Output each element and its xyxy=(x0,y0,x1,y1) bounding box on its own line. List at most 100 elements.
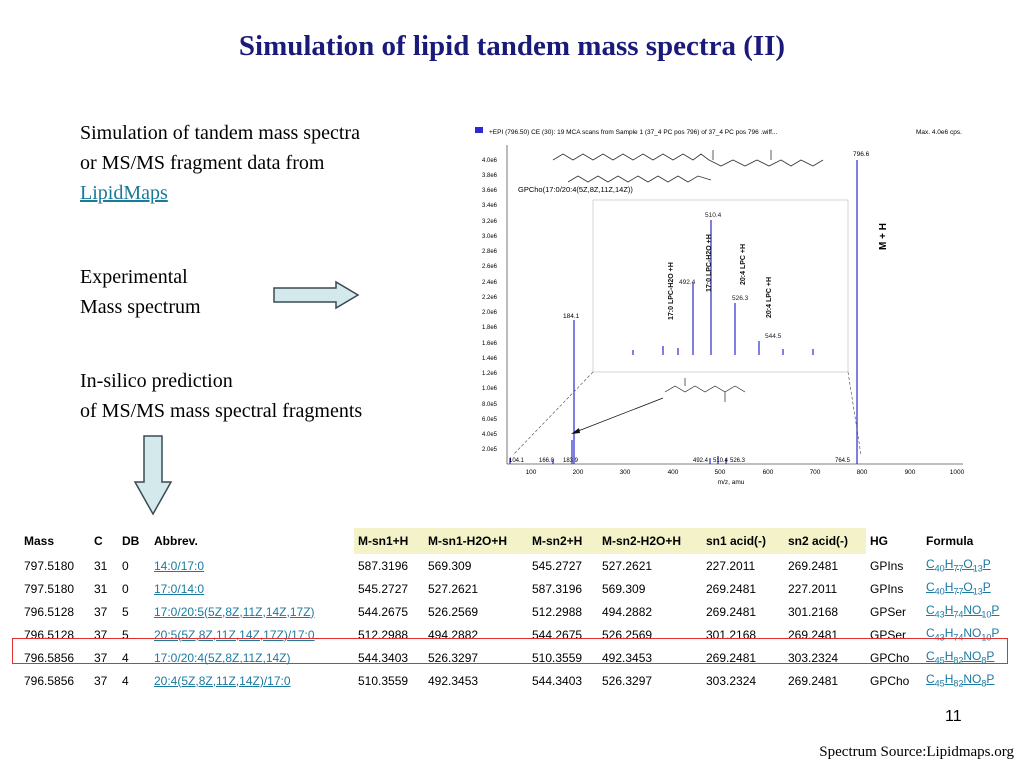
molecule-structure-icon xyxy=(552,150,824,183)
cell-msn2-h2o: 527.2621 xyxy=(602,558,653,573)
table-header: M-sn1+H xyxy=(354,528,424,554)
formula-link[interactable]: C40H77O13P xyxy=(926,580,991,597)
cell-sn1-acid: 269.2481 xyxy=(706,604,757,619)
bullet-text: Simulation of tandem mass spectra xyxy=(80,122,360,144)
cell-formula: C45H82NO8P xyxy=(922,669,1010,692)
bullet-simulation: Simulation of tandem mass spectra or MS/… xyxy=(80,118,360,208)
table-header: M-sn1-H2O+H xyxy=(424,528,528,554)
abbrev-link[interactable]: 20:4(5Z,8Z,11Z,14Z)/17:0 xyxy=(154,673,291,688)
table-header: sn2 acid(-) xyxy=(784,528,866,554)
cell-abbrev: 17:0/14:0 xyxy=(150,577,336,600)
cell-msn1: 510.3559 xyxy=(358,673,409,688)
y-tick: 3.6e6 xyxy=(482,188,498,194)
cell-msn1: 544.2675 xyxy=(358,604,409,619)
abbrev-link[interactable]: 17:0/14:0 xyxy=(154,581,205,596)
fragment-annotation: 17:0 LPC-H2O +H xyxy=(668,262,675,320)
y-tick: 8.0e5 xyxy=(482,402,498,408)
lipidmaps-link[interactable]: LipidMaps xyxy=(80,182,168,204)
x-tick: 400 xyxy=(668,469,679,476)
bullet-text: or MS/MS fragment data from xyxy=(80,152,325,174)
cell-db: 5 xyxy=(122,627,129,642)
cell-msn2: 544.3403 xyxy=(532,673,583,688)
y-tick: 2.2e6 xyxy=(482,295,498,301)
formula-link[interactable]: C43H74NO10P xyxy=(926,626,1000,643)
cell-abbrev: 17:0/20:5(5Z,8Z,11Z,14Z,17Z) xyxy=(150,600,336,623)
fragment-annotation: 17:0 LPC-H2O +H xyxy=(706,234,713,292)
fragment-annotation: 20:4 LPC +H xyxy=(766,277,773,318)
table-row: 796.5128 37 5 17:0/20:5(5Z,8Z,11Z,14Z,17Z) 5… xyxy=(20,600,1010,623)
abbrev-link[interactable]: 17:0/20:5(5Z,8Z,11Z,14Z,17Z) xyxy=(154,604,315,619)
formula-link[interactable]: C43H74NO10P xyxy=(926,603,1000,620)
cell-mass: 796.5856 xyxy=(24,650,75,665)
x-tick: 500 xyxy=(715,469,726,476)
table-header: Mass xyxy=(24,534,55,548)
peak-label: 183.9 xyxy=(563,458,579,464)
cell-spacer xyxy=(336,600,354,623)
abbrev-link[interactable]: 14:0/17:0 xyxy=(154,558,205,573)
y-tick: 2.0e6 xyxy=(482,310,498,316)
down-arrow-icon xyxy=(133,435,173,516)
cell-c: 31 xyxy=(94,581,108,596)
y-tick: 4.0e5 xyxy=(482,432,498,438)
table-header: Formula xyxy=(926,534,974,548)
cell-hg: GPIns xyxy=(870,558,904,573)
peak-label: 510.4 xyxy=(713,458,729,464)
cell-formula: C45H82NO8P xyxy=(922,646,1010,669)
cell-c: 37 xyxy=(94,650,108,665)
peak-label: 526.3 xyxy=(730,458,746,464)
table-header: C xyxy=(94,534,103,548)
cell-msn1: 545.2727 xyxy=(358,581,409,596)
fragment-annotations: 17:0 LPC-H2O +H 17:0 LPC-H2O +H 20:4 LPC… xyxy=(668,234,773,320)
abbrev-link[interactable]: 17:0/20:4(5Z,8Z,11Z,14Z) xyxy=(154,650,291,665)
fragment-structure-icon xyxy=(664,378,746,402)
formula-link[interactable]: C45H82NO8P xyxy=(926,672,995,689)
y-tick: 3.0e6 xyxy=(482,234,498,240)
table-header: Abbrev. xyxy=(154,534,198,548)
table-header-row: Mass C DB Abbrev. M-sn1+H M-sn1-H2O+H M-… xyxy=(20,528,1010,554)
cell-hg: GPSer xyxy=(870,604,907,619)
bullet-text: Mass spectrum xyxy=(80,296,201,318)
cell-spacer xyxy=(336,669,354,692)
inset-peak-label: 510.4 xyxy=(705,212,722,219)
y-tick: 6.0e5 xyxy=(482,417,498,423)
cell-sn2-acid: 269.2481 xyxy=(788,673,839,688)
cell-msn1: 587.3196 xyxy=(358,558,409,573)
cell-msn2-h2o: 494.2882 xyxy=(602,604,653,619)
cell-mass: 797.5180 xyxy=(24,558,75,573)
y-tick: 3.2e6 xyxy=(482,219,498,225)
x-tick: 1000 xyxy=(950,469,965,476)
formula-link[interactable]: C45H82NO8P xyxy=(926,649,995,666)
cell-msn1-h2o: 526.2569 xyxy=(428,604,479,619)
cell-mass: 796.5856 xyxy=(24,673,75,688)
cell-msn2-h2o: 569.309 xyxy=(602,581,646,596)
right-arrow-icon xyxy=(273,280,360,310)
bullet-text: In-silico prediction xyxy=(80,370,233,392)
inset-peak-labels: 510.4 492.4 526.3 544.5 xyxy=(679,212,782,340)
cell-formula: C43H74NO10P xyxy=(922,623,1010,646)
cell-msn1: 544.3403 xyxy=(358,650,409,665)
cell-msn2: 510.3559 xyxy=(532,650,583,665)
y-tick: 1.6e6 xyxy=(482,341,498,347)
inset-peak-label: 492.4 xyxy=(679,279,696,286)
fragment-annotation: 20:4 LPC +H xyxy=(740,244,747,285)
table-header xyxy=(336,528,354,554)
cell-msn1-h2o: 526.3297 xyxy=(428,650,479,665)
formula-link[interactable]: C40H77O13P xyxy=(926,557,991,574)
cell-msn2: 545.2727 xyxy=(532,558,583,573)
spectrum-header: +EPI (796.50) CE (30): 19 MCA scans from… xyxy=(489,129,778,136)
table-row: 796.5856 37 4 20:4(5Z,8Z,11Z,14Z)/17:0 510.3… xyxy=(20,669,1010,692)
y-tick: 4.0e6 xyxy=(482,158,498,164)
cell-formula: C40H77O13P xyxy=(922,554,1010,577)
table-row: 796.5856 37 4 17:0/20:4(5Z,8Z,11Z,14Z) 544.3… xyxy=(20,646,1010,669)
y-tick: 1.0e6 xyxy=(482,386,498,392)
cell-sn1-acid: 269.2481 xyxy=(706,581,757,596)
cell-sn2-acid: 269.2481 xyxy=(788,558,839,573)
cell-formula: C43H74NO10P xyxy=(922,600,1010,623)
mass-spectrum: +EPI (796.50) CE (30): 19 MCA scans from… xyxy=(473,120,973,495)
cell-sn1-acid: 303.2324 xyxy=(706,673,757,688)
inset-peak-label: 544.5 xyxy=(765,333,782,340)
mh-label: M + H xyxy=(878,223,889,250)
cell-sn2-acid: 227.2011 xyxy=(788,581,838,596)
peak-label: 166.0 xyxy=(539,458,555,464)
cell-c: 31 xyxy=(94,558,108,573)
